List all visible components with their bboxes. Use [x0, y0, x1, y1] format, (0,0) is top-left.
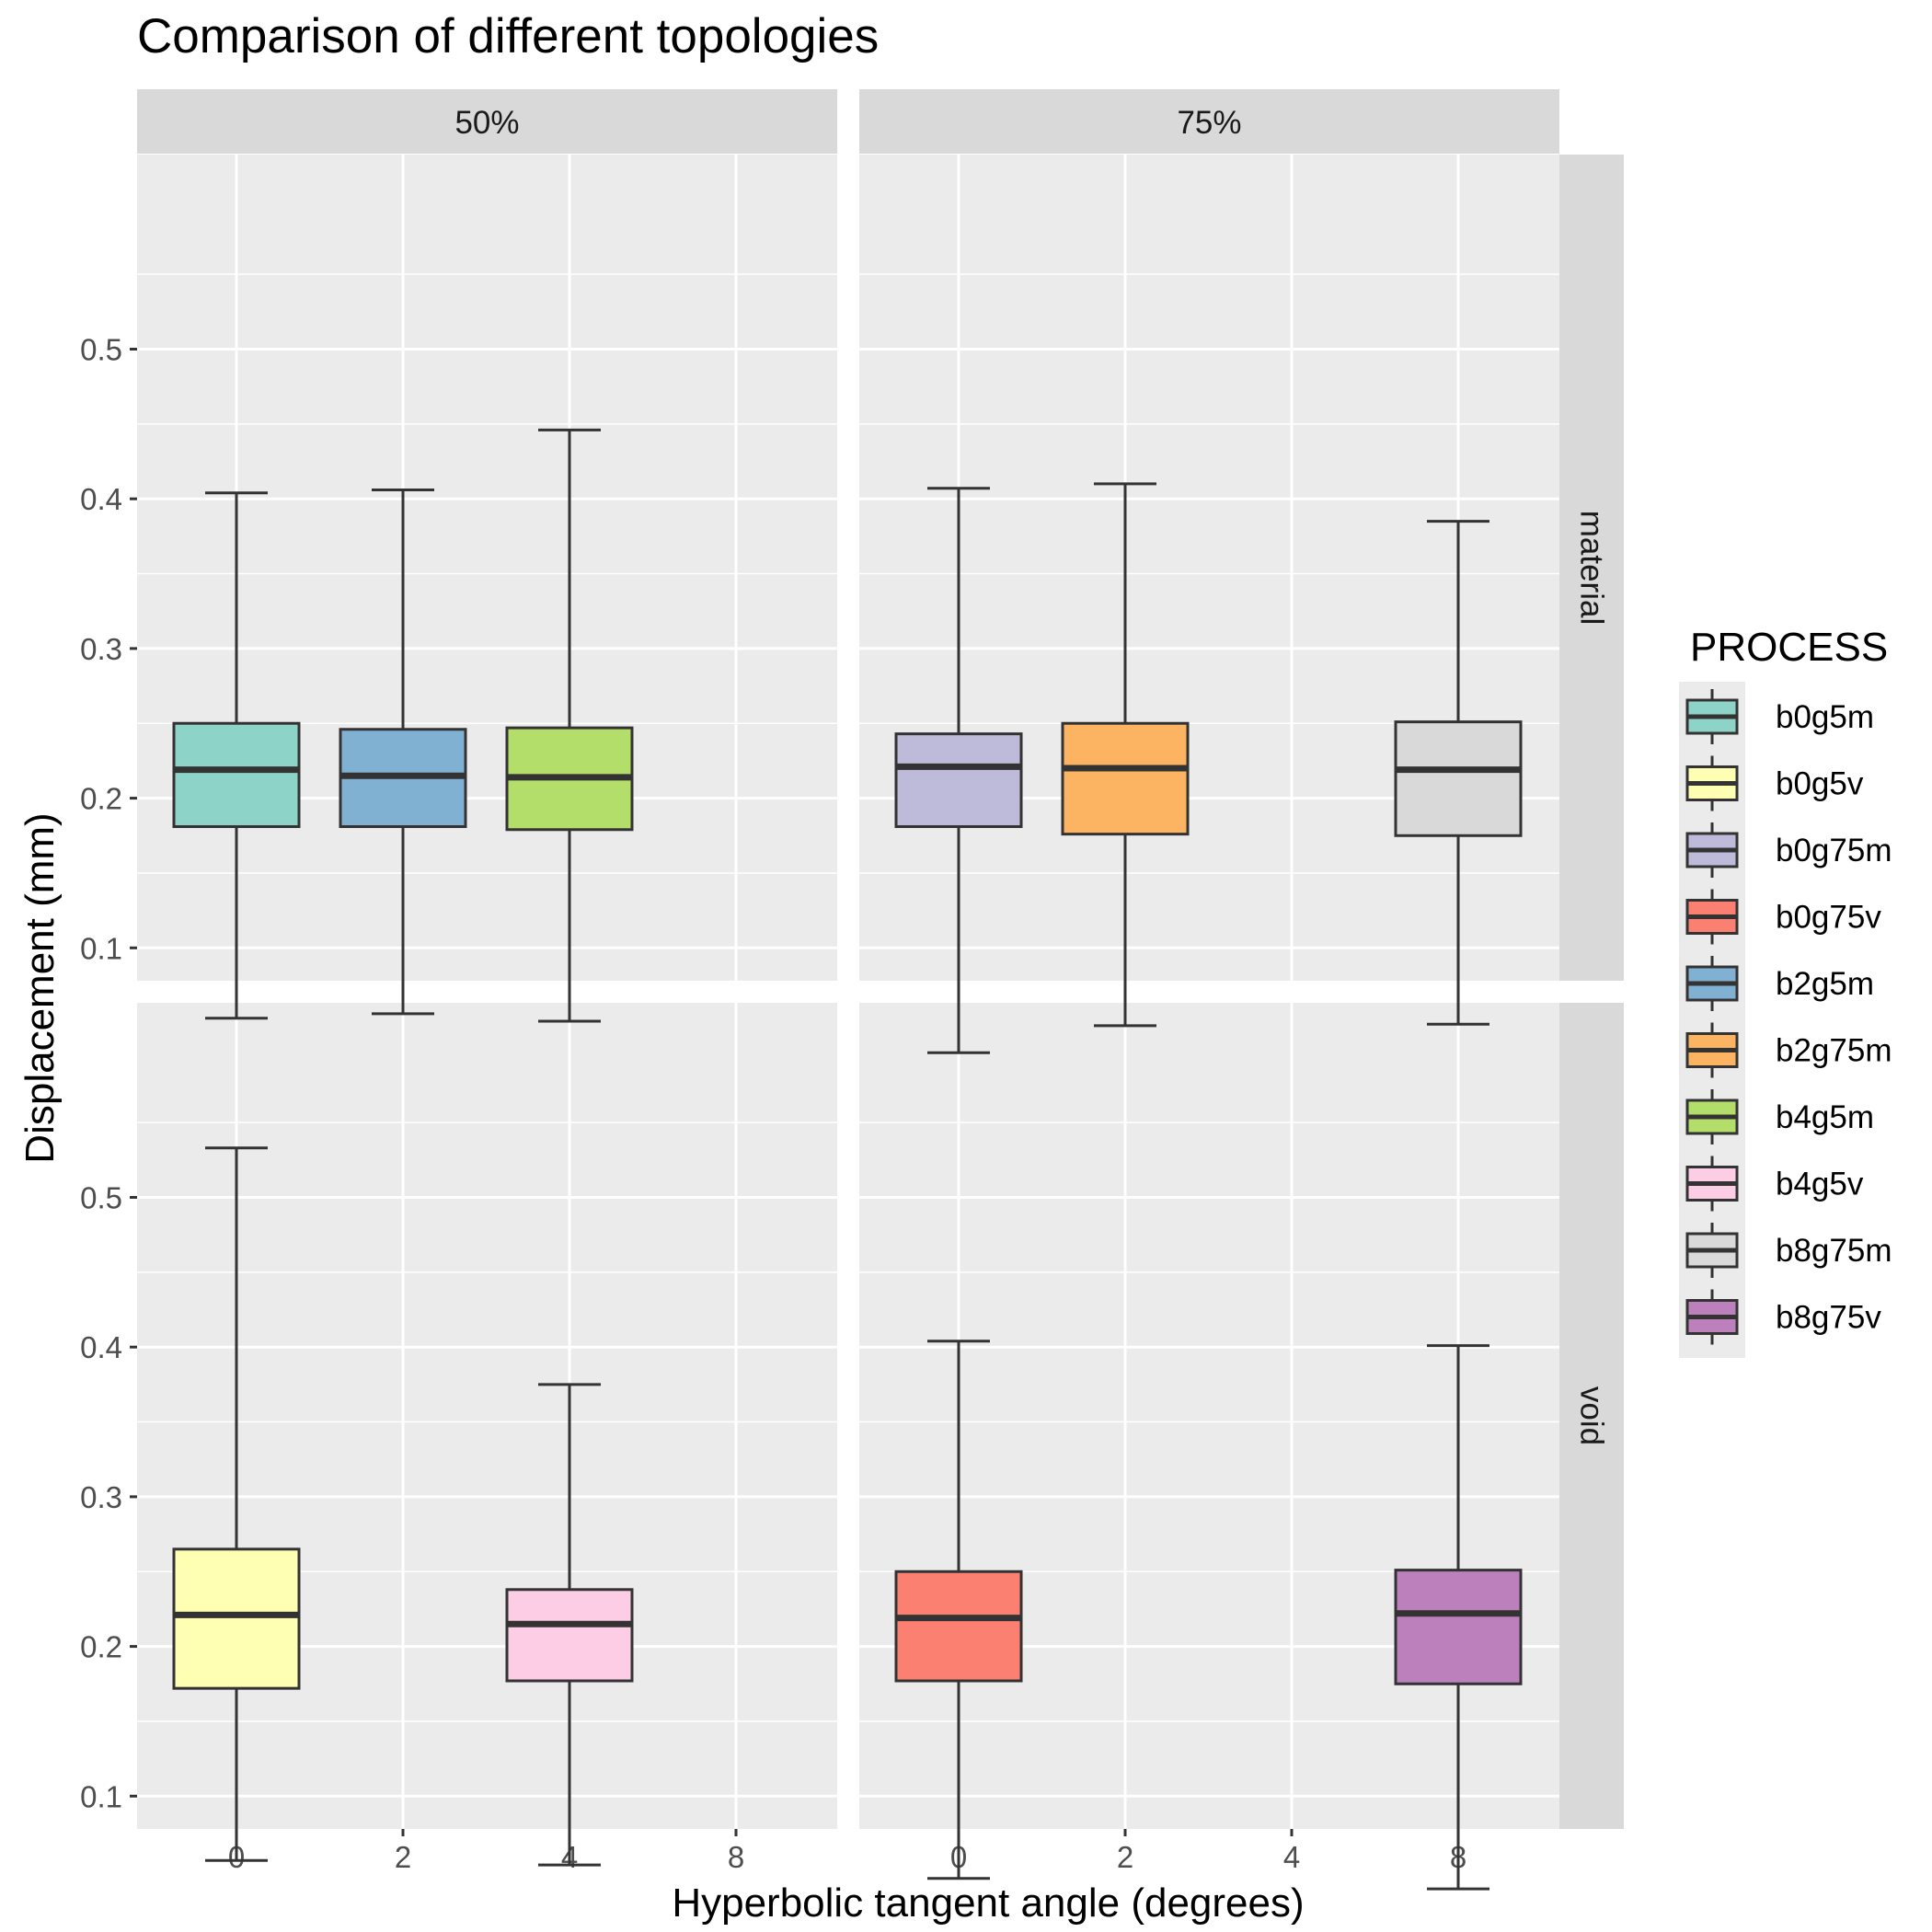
y-tick-label: 0.2: [80, 1630, 122, 1664]
box-body: [1394, 1569, 1523, 1685]
legend-label: b4g5m: [1776, 1099, 1874, 1135]
legend-item: b8g75m: [1685, 1223, 1892, 1278]
legend-title: PROCESS: [1690, 625, 1888, 670]
box-body: [172, 1547, 301, 1690]
box-b8g75m: [1394, 520, 1523, 1026]
x-tick-label: 2: [1117, 1840, 1133, 1874]
y-axis-label: Displacement (mm): [17, 812, 63, 1163]
facet-strip-col: [859, 89, 1559, 154]
legend-label: b2g5m: [1776, 966, 1874, 1002]
facet-strip-row: [1559, 155, 1624, 981]
legend-label: b0g5m: [1776, 699, 1874, 735]
legend-label: b0g75m: [1776, 833, 1892, 868]
y-tick-label: 0.3: [80, 632, 122, 666]
box-b0g5m: [172, 491, 301, 1020]
facet-strip-row: [1559, 1003, 1624, 1829]
facet-strip-col: [137, 89, 837, 154]
box-b4g5m: [505, 428, 634, 1023]
box-b2g75m: [1061, 482, 1190, 1028]
chart-title: Comparison of different topologies: [137, 9, 879, 63]
y-tick-label: 0.2: [80, 782, 122, 816]
box-body: [1394, 720, 1523, 837]
box-body: [505, 1588, 634, 1683]
box-body: [172, 721, 301, 829]
legend-item: b0g75v: [1685, 889, 1881, 945]
y-tick-label: 0.3: [80, 1480, 122, 1514]
x-tick-label: 4: [1283, 1840, 1300, 1874]
legend-item: b0g5v: [1685, 755, 1864, 811]
facet-panels: 50% 75% material void 0.1 0.2 0.3 0.4 0.5 0.1 0.2 0…: [80, 89, 1624, 1891]
panel-background: [859, 1003, 1559, 1829]
box-body: [894, 1570, 1023, 1683]
legend-item: b4g5m: [1685, 1089, 1874, 1144]
y-tick-label: 0.4: [80, 1330, 122, 1364]
panel-background: [137, 155, 837, 981]
legend-item: b4g5v: [1685, 1156, 1864, 1212]
box-body: [894, 732, 1023, 829]
y-tick-label: 0.1: [80, 931, 122, 965]
legend: b0g5m b0g5v b0g75m b0g75v b2g5m b2g75m b4g5m b4…: [1679, 682, 1892, 1358]
x-tick-label: 8: [728, 1840, 744, 1874]
box-b0g75m: [894, 487, 1023, 1054]
facet-strip-label: 75%: [1177, 105, 1241, 141]
box-b8g75v: [1394, 1344, 1523, 1891]
x-axis-label: Hyperbolic tangent angle (degrees): [672, 1880, 1304, 1926]
legend-item: b2g75m: [1685, 1022, 1892, 1078]
facet-strip-label: 50%: [454, 105, 519, 141]
facet-strip-label: void: [1574, 1386, 1610, 1445]
legend-item: b0g5m: [1685, 689, 1874, 744]
box-body: [1061, 721, 1190, 836]
panel-background: [137, 1003, 837, 1829]
box-b0g75v: [894, 1340, 1023, 1880]
x-tick-label: 2: [395, 1840, 411, 1874]
y-tick-label: 0.5: [80, 1181, 122, 1215]
legend-item: b8g75v: [1685, 1289, 1881, 1345]
box-b4g5v: [505, 1383, 634, 1867]
box-b2g5m: [339, 488, 467, 1016]
legend-item: b2g5m: [1685, 956, 1874, 1011]
y-tick-label: 0.5: [80, 333, 122, 367]
legend-item: b0g75m: [1685, 822, 1892, 878]
legend-label: b0g5v: [1776, 766, 1864, 802]
legend-label: b8g75v: [1776, 1300, 1881, 1336]
legend-label: b2g75m: [1776, 1033, 1892, 1069]
legend-label: b0g75v: [1776, 900, 1881, 936]
facet-strip-label: material: [1574, 511, 1610, 625]
box-b0g5v: [172, 1146, 301, 1862]
y-tick-label: 0.4: [80, 482, 122, 516]
legend-label: b4g5v: [1776, 1167, 1864, 1202]
panel-background: [859, 155, 1559, 981]
legend-label: b8g75m: [1776, 1233, 1892, 1269]
y-tick-label: 0.1: [80, 1779, 122, 1813]
